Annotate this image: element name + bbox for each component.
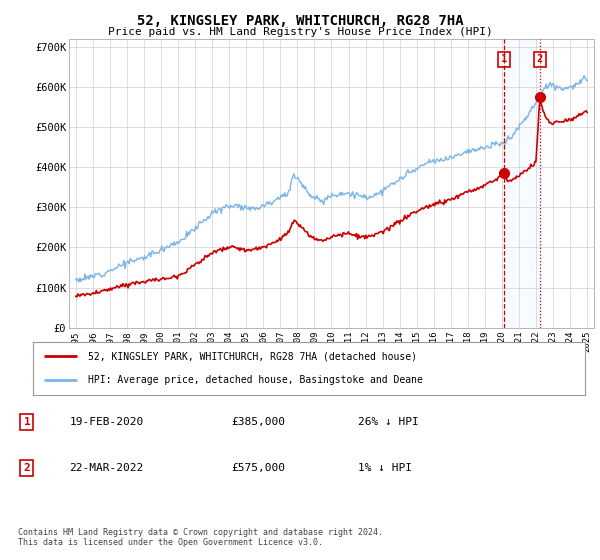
Text: 2: 2: [536, 54, 543, 64]
Text: Price paid vs. HM Land Registry's House Price Index (HPI): Price paid vs. HM Land Registry's House …: [107, 27, 493, 37]
Text: 1: 1: [501, 54, 507, 64]
Text: £575,000: £575,000: [231, 463, 285, 473]
Text: 52, KINGSLEY PARK, WHITCHURCH, RG28 7HA: 52, KINGSLEY PARK, WHITCHURCH, RG28 7HA: [137, 14, 463, 28]
Text: 52, KINGSLEY PARK, WHITCHURCH, RG28 7HA (detached house): 52, KINGSLEY PARK, WHITCHURCH, RG28 7HA …: [88, 352, 417, 362]
Text: £385,000: £385,000: [231, 417, 285, 427]
Text: 2: 2: [23, 463, 30, 473]
Text: HPI: Average price, detached house, Basingstoke and Deane: HPI: Average price, detached house, Basi…: [88, 375, 423, 385]
Text: 1% ↓ HPI: 1% ↓ HPI: [358, 463, 412, 473]
Bar: [504, 39, 540, 328]
Text: 1: 1: [23, 417, 30, 427]
Text: 26% ↓ HPI: 26% ↓ HPI: [358, 417, 418, 427]
Text: 22-MAR-2022: 22-MAR-2022: [70, 463, 144, 473]
Text: 19-FEB-2020: 19-FEB-2020: [70, 417, 144, 427]
Text: Contains HM Land Registry data © Crown copyright and database right 2024.
This d: Contains HM Land Registry data © Crown c…: [18, 528, 383, 547]
